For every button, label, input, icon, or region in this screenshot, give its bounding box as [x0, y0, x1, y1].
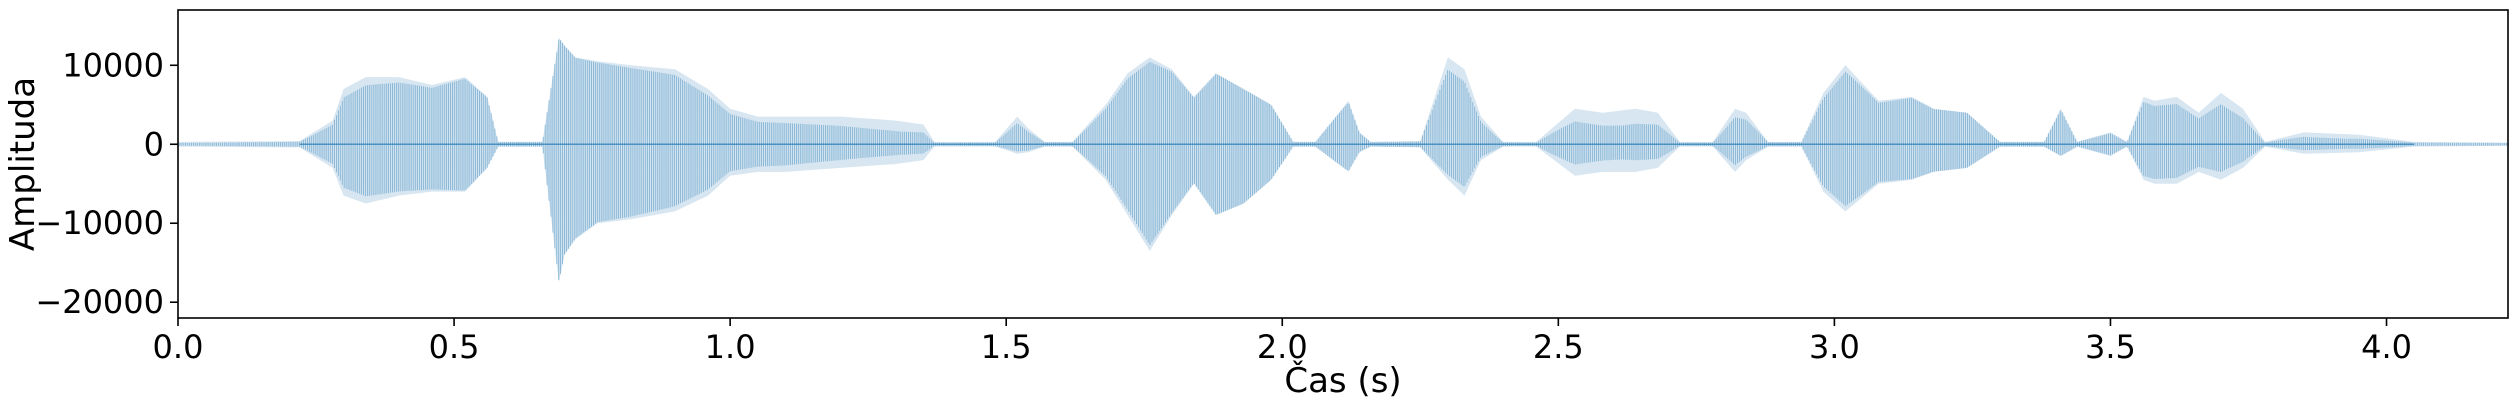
y-tick-label: −10000: [35, 204, 164, 242]
x-tick-label: 2.5: [1533, 328, 1584, 366]
x-tick-label: 3.5: [2085, 328, 2136, 366]
x-tick-label: 2.0: [1257, 328, 1308, 366]
y-tick-label: 0: [144, 125, 164, 163]
waveform-envelope: [178, 37, 2508, 283]
y-axis-ticks: 10000 0 −10000 −20000: [35, 46, 178, 321]
x-tick-label: 1.0: [705, 328, 756, 366]
x-tick-label: 0.0: [153, 328, 204, 366]
x-axis-label: Čas (s): [1284, 360, 1401, 401]
axes-frame: [177, 9, 2509, 319]
x-tick-label: 4.0: [2361, 328, 2412, 366]
y-axis-label: Amplituda: [3, 77, 43, 251]
y-tick-label: −20000: [35, 283, 164, 321]
plot-area: [177, 37, 2508, 283]
y-tick-label: 10000: [62, 46, 164, 84]
x-tick-label: 3.0: [1809, 328, 1860, 366]
x-tick-label: 1.5: [981, 328, 1032, 366]
x-axis-ticks: 0.0 0.5 1.0 1.5 2.0 2.5 3.0 3.5 4.0: [153, 318, 2412, 366]
x-tick-label: 0.5: [429, 328, 480, 366]
